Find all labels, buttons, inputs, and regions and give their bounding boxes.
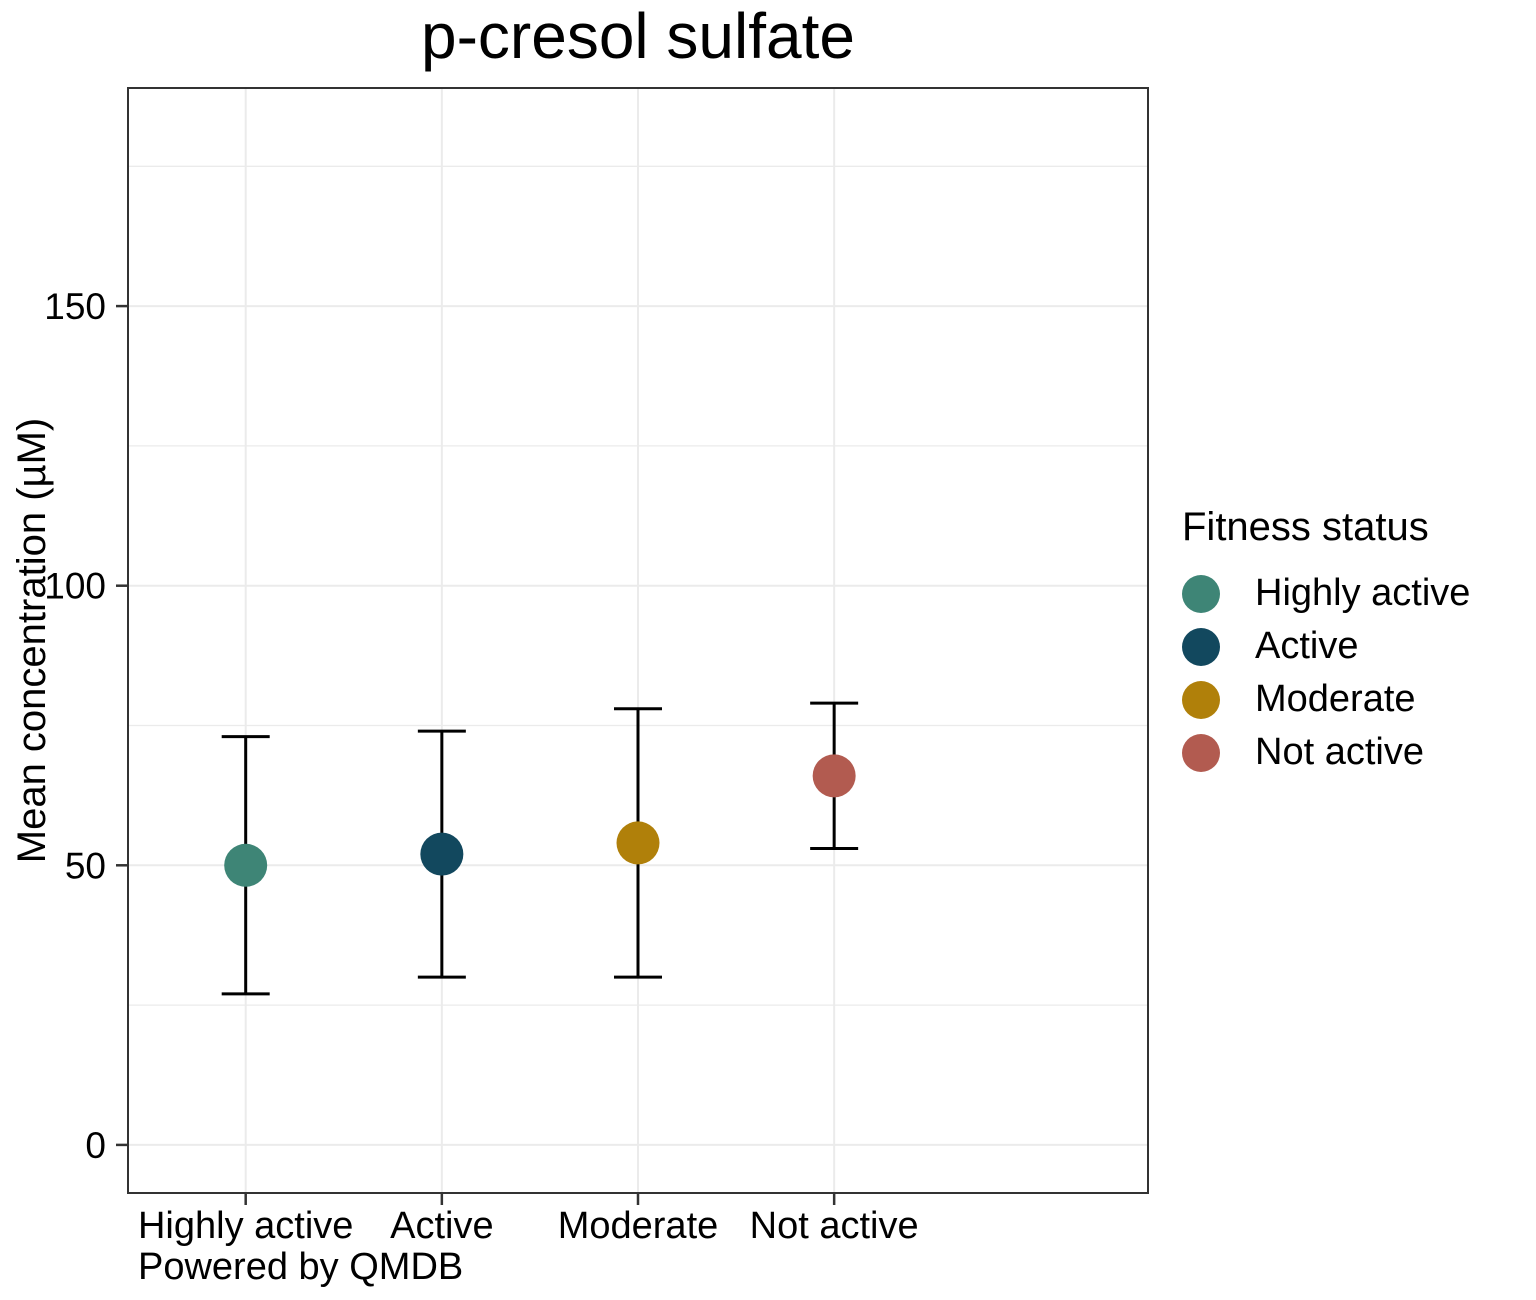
legend-item-moderate: Moderate: [1182, 673, 1470, 726]
x-tick-label: Highly active: [138, 1205, 353, 1247]
legend-item-highly-active: Highly active: [1182, 567, 1470, 620]
x-tick-label: Not active: [750, 1205, 919, 1247]
x-tick-label: Active: [390, 1205, 493, 1247]
legend-swatch-moderate: [1182, 680, 1220, 719]
legend-label-active: Active: [1255, 625, 1359, 667]
legend-label-moderate: Moderate: [1255, 678, 1416, 720]
caption: Powered by QMDB: [138, 1246, 464, 1288]
legend-title: Fitness status: [1182, 505, 1429, 549]
legend-swatch-not-active: [1182, 733, 1220, 772]
y-axis-label: Mean concentration (µM): [10, 417, 54, 864]
y-tick-label: 150: [44, 286, 106, 327]
data-point-moderate: [616, 821, 660, 865]
legend: Fitness status Highly active Active Mode…: [1182, 503, 1470, 779]
y-tick-label: 0: [85, 1125, 106, 1166]
data-point-active: [420, 832, 464, 876]
legend-label-not-active: Not active: [1255, 731, 1424, 773]
legend-label-highly-active: Highly active: [1255, 572, 1471, 614]
x-tick-label: Moderate: [558, 1205, 719, 1247]
legend-swatch-highly-active: [1182, 574, 1220, 613]
legend-item-not-active: Not active: [1182, 726, 1470, 779]
legend-item-active: Active: [1182, 620, 1470, 673]
data-point-not-active: [812, 754, 856, 798]
chart-title: p-cresol sulfate: [421, 0, 855, 72]
y-tick-label: 100: [44, 566, 106, 607]
data-point-highly-active: [224, 843, 268, 887]
legend-swatch-active: [1182, 627, 1220, 666]
y-tick-label: 50: [65, 845, 106, 886]
